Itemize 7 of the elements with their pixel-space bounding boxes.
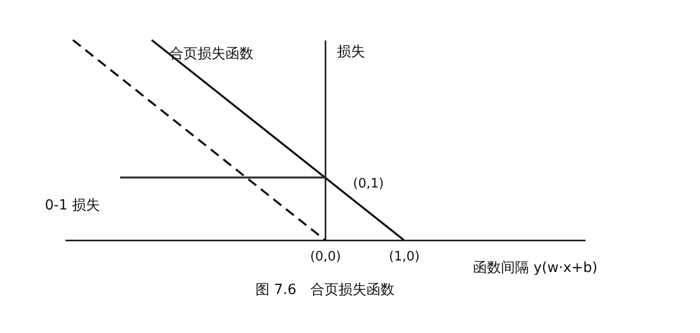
x-tick-label: (0,0): [310, 250, 341, 264]
text: 图 7.6 合页损失函数: [256, 282, 394, 298]
y-axis-title: 损失: [337, 44, 365, 60]
text: 0-1 损失: [44, 198, 100, 214]
x-tick-label: (1,0): [388, 250, 420, 264]
x-axis-title: 函数间隔 y(w·x+b): [473, 260, 598, 276]
annotation: (0,1): [353, 176, 384, 192]
